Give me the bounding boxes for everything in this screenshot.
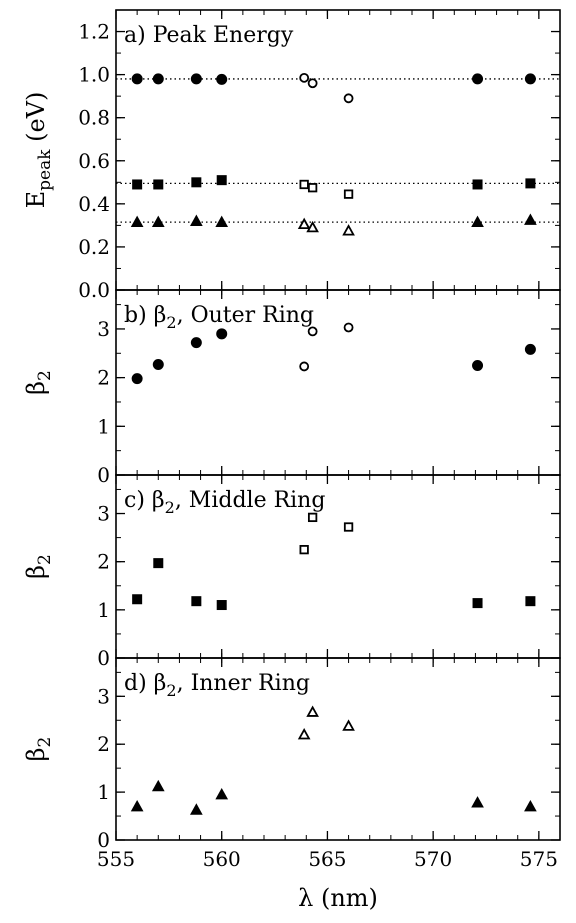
data-point-triangle-filled [130,215,144,228]
data-point-circle-open [307,326,318,337]
data-point-triangle-filled [215,787,229,800]
data-point-square-filled [153,558,164,569]
data-point-square-filled [132,179,143,190]
data-point-square-open [307,183,318,193]
y-tick-label: 2 [97,366,110,390]
data-point-square-filled [472,598,483,609]
data-point-circle-open [299,361,310,372]
y-tick-label: 2 [97,550,110,574]
y-tick-label: 0.2 [78,235,110,259]
panel-b: 0 1 2 3 b) β2, Outer Ring β2 [22,289,561,487]
y-axis-label: β2 [22,554,55,579]
data-point-triangle-open [297,727,311,740]
panel-title: c) β2, Middle Ring [124,488,325,517]
y-tick-label: 0 [97,463,110,487]
y-tick-label: 3 [97,502,110,526]
x-tick-label: 555 [97,847,135,871]
data-point-circle-open [343,322,354,333]
data-point-circle-filled [472,359,484,371]
data-point-circle-filled [472,73,484,85]
y-tick-label: 2 [97,732,110,756]
panel-d: 0 1 2 3 d) β2, Inner Ring β2 [22,657,561,852]
data-point-circle-filled [216,73,228,85]
data-point-square-filled [472,179,483,190]
data-point-circle-filled [152,358,164,370]
data-point-square-open [307,512,318,523]
data-point-circle-filled [190,337,202,349]
data-point-square-filled [216,175,227,186]
data-point-square-filled [132,594,143,605]
data-point-circle-filled [524,343,536,355]
x-tick-label: 570 [414,847,452,871]
x-axis-label: λ (nm) [298,884,378,912]
data-point-square-open [299,544,309,555]
data-point-square-open [299,179,309,190]
y-axis-label: β2 [22,370,55,395]
data-point-square-open [343,189,354,199]
x-tick-label: 565 [308,847,346,871]
data-point-triangle-filled [130,799,144,812]
data-point-triangle-open [342,719,355,731]
data-point-circle-filled [131,73,143,85]
data-point-circle-filled [216,328,228,340]
data-point-triangle-filled [524,799,537,812]
y-tick-label: 0 [97,828,110,852]
y-tick-label: 0 [97,646,110,670]
data-point-circle-open [299,72,310,83]
data-point-circle-open [307,78,318,89]
y-tick-label: 0.0 [78,278,110,302]
data-point-circle-filled [524,73,536,85]
y-tick-label: 1.2 [78,20,110,44]
plot-frame [115,9,561,291]
data-point-triangle-filled [471,215,484,228]
data-point-square-open [343,522,354,532]
plot-frame [115,657,561,841]
data-point-square-filled [191,596,202,607]
data-point-square-filled [191,177,202,188]
y-axis-label: β2 [22,737,55,762]
y-tick-label: 1.0 [78,63,110,87]
data-point-triangle-filled [189,803,203,815]
y-tick-label: 3 [97,317,110,341]
data-point-circle-open [343,93,354,104]
data-point-square-filled [525,596,536,607]
y-tick-label: 1 [97,414,110,438]
panel-title: b) β2, Outer Ring [124,303,314,332]
panel-c: 0 1 2 3 c) β2, Middle Ring β2 [22,474,561,670]
y-tick-label: 0.6 [78,149,110,173]
data-point-square-filled [216,600,227,611]
data-point-triangle-open [297,217,311,230]
data-point-triangle-open [342,224,355,236]
data-point-triangle-filled [151,779,165,792]
data-point-square-filled [525,178,536,189]
data-point-square-filled [153,179,164,190]
panel-title: a) Peak Energy [124,23,294,48]
data-point-circle-filled [152,73,164,85]
panel-a: 0.0 0.2 0.4 0.6 0.8 1.0 1.2 a) Peak Energy Epeak… [22,9,561,302]
panel-title: d) β2, Inner Ring [124,671,310,700]
y-tick-label: 1 [97,598,110,622]
data-point-triangle-open [306,220,319,233]
data-point-circle-filled [190,73,202,85]
data-point-triangle-filled [215,215,229,228]
data-point-circle-filled [131,373,143,385]
y-tick-label: 0.8 [78,106,110,130]
data-point-triangle-filled [151,215,165,228]
y-tick-label: 3 [97,684,110,708]
y-tick-label: 1 [97,780,110,804]
y-axis-label: Epeak (eV) [22,92,55,209]
x-tick-label: 575 [520,847,558,871]
data-point-triangle-filled [524,213,537,225]
data-point-triangle-filled [189,214,203,226]
data-point-triangle-filled [471,796,484,808]
data-point-triangle-open [306,705,319,717]
x-tick-label: 560 [203,847,241,871]
y-tick-label: 0.4 [78,192,110,216]
